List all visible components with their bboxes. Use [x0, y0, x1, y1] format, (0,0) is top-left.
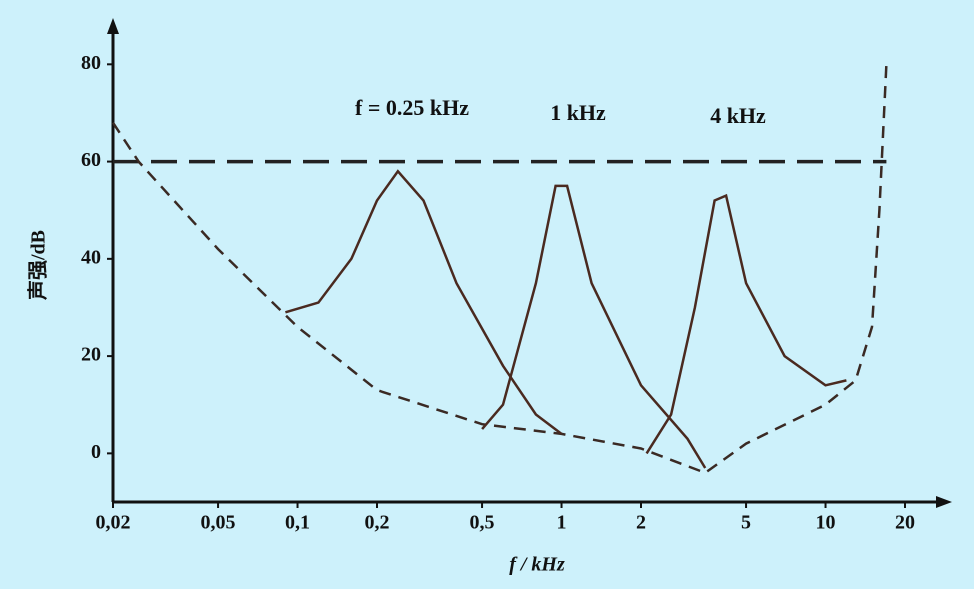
y-tick-label: 40: [81, 246, 101, 268]
annotation: f = 0.25 kHz: [355, 95, 469, 120]
y-tick-label: 80: [81, 52, 101, 74]
x-tick-label: 5: [741, 512, 751, 534]
series-line: [285, 169, 563, 435]
x-tick-label: 0,02: [96, 512, 131, 534]
annotation: 4 kHz: [710, 103, 766, 128]
x-tick-label: 0,5: [470, 512, 495, 534]
x-tick-label: 0,05: [201, 512, 236, 534]
x-tick-label: 10: [816, 512, 836, 534]
x-tick-label: 2: [636, 512, 646, 534]
x-tick-label: 0,2: [365, 512, 390, 534]
y-tick-label: 20: [81, 344, 101, 366]
y-axis-arrow: [107, 18, 119, 34]
x-tick-label: 0,1: [285, 512, 310, 534]
y-tick-label: 60: [81, 149, 101, 171]
series-line: [645, 193, 847, 455]
x-axis-arrow: [936, 496, 952, 508]
x-tick-label: 20: [895, 512, 915, 534]
x-axis-label: f / kHz: [509, 554, 565, 576]
y-tick-label: 0: [91, 441, 101, 463]
series-line: [111, 64, 888, 475]
x-tick-label: 1: [557, 512, 567, 534]
annotation: 1 kHz: [550, 100, 606, 125]
y-axis-label: 声强/dB: [26, 230, 50, 301]
series-line: [481, 184, 707, 469]
